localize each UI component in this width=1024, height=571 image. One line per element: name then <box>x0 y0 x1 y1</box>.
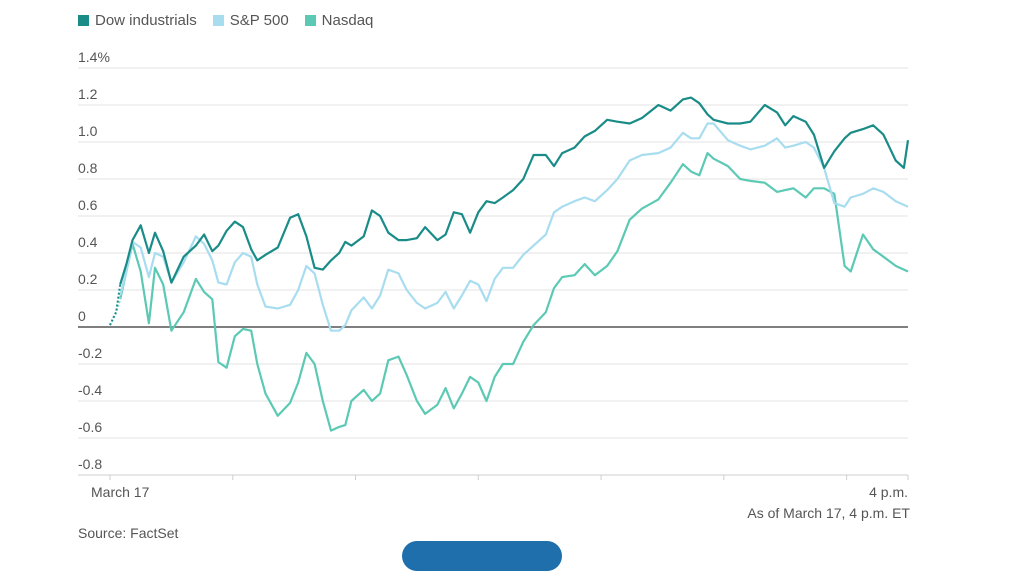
y-tick-label: 0.2 <box>78 271 98 287</box>
legend-label-dow: Dow industrials <box>95 12 197 29</box>
x-tick-label: 4 p.m. <box>869 484 908 500</box>
series-line-nasdaq <box>119 152 909 432</box>
source-note: Source: FactSet <box>78 525 179 541</box>
y-tick-label: 1.0 <box>78 123 98 139</box>
more-button[interactable] <box>402 541 562 571</box>
y-tick-label: 1.2 <box>78 86 98 102</box>
legend-swatch-dow <box>78 15 89 26</box>
y-tick-label: -0.6 <box>78 419 102 435</box>
chart-legend: Dow industrials S&P 500 Nasdaq <box>78 12 373 29</box>
y-tick-label: -0.2 <box>78 345 102 361</box>
y-tick-label: 0 <box>78 308 86 324</box>
legend-swatch-nasdaq <box>304 15 316 26</box>
grid-lines <box>78 67 908 476</box>
x-tick-label: March 17 <box>91 484 150 500</box>
series-line-dow <box>119 96 910 285</box>
legend-item-sp500: S&P 500 <box>212 12 289 29</box>
y-tick-label: 1.4% <box>78 49 110 65</box>
series-line-sp500 <box>119 122 909 332</box>
legend-item-dow: Dow industrials <box>78 12 197 29</box>
chart-footnote: As of March 17, 4 p.m. ET <box>747 505 910 521</box>
y-tick-label: 0.6 <box>78 197 98 213</box>
y-tick-label: 0.8 <box>78 160 98 176</box>
y-axis-tick-labels: -0.8 -0.6 -0.4 -0.2 0 0.2 0.4 0.6 0.8 1.0 1.2 1.4% <box>78 49 110 472</box>
legend-swatch-sp500 <box>212 15 224 26</box>
legend-item-nasdaq: Nasdaq <box>304 12 374 29</box>
y-tick-label: 0.4 <box>78 234 98 250</box>
series-lines <box>109 96 910 432</box>
line-chart: -0.8-0.6-0.4-0.200.20.40.60.81.01.21.4% … <box>78 49 910 500</box>
y-tick-label: -0.8 <box>78 456 102 472</box>
legend-label-sp500: S&P 500 <box>229 12 289 29</box>
series-line-dow-open <box>109 284 122 326</box>
y-tick-label: -0.4 <box>78 382 102 398</box>
x-axis: March 17 4 p.m. <box>78 474 909 500</box>
legend-label-nasdaq: Nasdaq <box>321 12 374 29</box>
